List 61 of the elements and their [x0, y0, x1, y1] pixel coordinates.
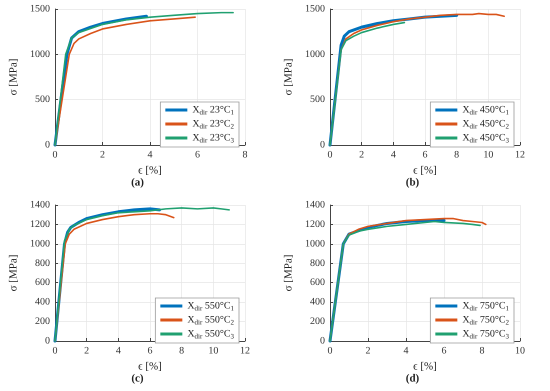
x-tick-label: 10 [208, 346, 218, 356]
x-tick-label: 2 [359, 150, 364, 160]
x-tick-label: 2 [366, 346, 370, 356]
y-tick-label: 1000 [30, 238, 50, 250]
x-tick-label: 10 [483, 150, 494, 160]
y-axis-title: σ [MPa] [8, 58, 20, 96]
x-axis-title: ϵ [%] [413, 360, 437, 372]
x-tick-label: 2 [100, 150, 105, 160]
y-tick-label: 500 [310, 94, 325, 106]
x-axis-title: ϵ [%] [138, 164, 162, 176]
x-tick-label: 10 [515, 346, 525, 356]
x-tick-label: 4 [404, 346, 408, 356]
y-axis-title: σ [MPa] [282, 58, 294, 96]
y-tick-label: 400 [310, 296, 325, 308]
y-tick-label: 1500 [30, 4, 50, 14]
y-tick-label: 0 [320, 140, 325, 150]
y-tick-label: 600 [35, 277, 50, 288]
text: (b) [406, 176, 420, 188]
y-tick-label: 600 [310, 277, 325, 288]
y-tick-label: 1500 [305, 4, 325, 14]
x-tick-label: 8 [454, 150, 460, 160]
y-tick-label: 1000 [305, 48, 325, 60]
x-axis-title: ϵ [%] [413, 164, 437, 176]
y-tick-label: 800 [35, 258, 50, 269]
x-tick-label: 2 [84, 346, 90, 356]
x-tick-label: 6 [422, 150, 428, 160]
x-tick-label: 6 [148, 346, 152, 356]
y-tick-label: 200 [310, 316, 325, 328]
y-tick-label: 0 [45, 140, 50, 150]
x-tick-label: 8 [480, 346, 484, 356]
x-tick-label: 4 [116, 346, 121, 356]
x-tick-label: 8 [179, 346, 184, 356]
x-tick-label: 6 [195, 150, 200, 160]
y-tick-label: 800 [310, 258, 325, 269]
text: (a) [131, 176, 144, 188]
x-tick-label: 4 [390, 150, 396, 160]
text: (d) [406, 372, 420, 384]
y-tick-label: 200 [35, 316, 50, 328]
x-tick-label: 4 [148, 150, 152, 160]
x-tick-label: 0 [52, 150, 58, 160]
y-tick-label: 500 [35, 94, 50, 106]
x-tick-label: 0 [328, 150, 332, 160]
y-tick-label: 1000 [30, 48, 50, 60]
y-tick-label: 1000 [305, 238, 325, 250]
y-tick-label: 1200 [30, 218, 50, 230]
y-tick-label: 400 [35, 296, 50, 308]
y-tick-label: 0 [45, 336, 50, 346]
x-tick-label: 0 [52, 346, 58, 356]
y-tick-label: 1400 [30, 200, 50, 210]
y-tick-label: 1400 [305, 200, 325, 210]
x-tick-label: 6 [442, 346, 446, 356]
x-tick-label: 8 [242, 150, 248, 160]
x-tick-label: 12 [240, 346, 250, 356]
text: (c) [131, 372, 144, 384]
x-tick-label: 0 [328, 346, 332, 356]
y-axis-title: σ [MPa] [282, 254, 294, 292]
y-tick-label: 0 [320, 336, 325, 346]
y-tick-label: 1200 [305, 218, 325, 230]
y-axis-title: σ [MPa] [8, 254, 20, 292]
x-tick-label: 12 [515, 150, 525, 160]
x-axis-title: ϵ [%] [138, 360, 162, 372]
